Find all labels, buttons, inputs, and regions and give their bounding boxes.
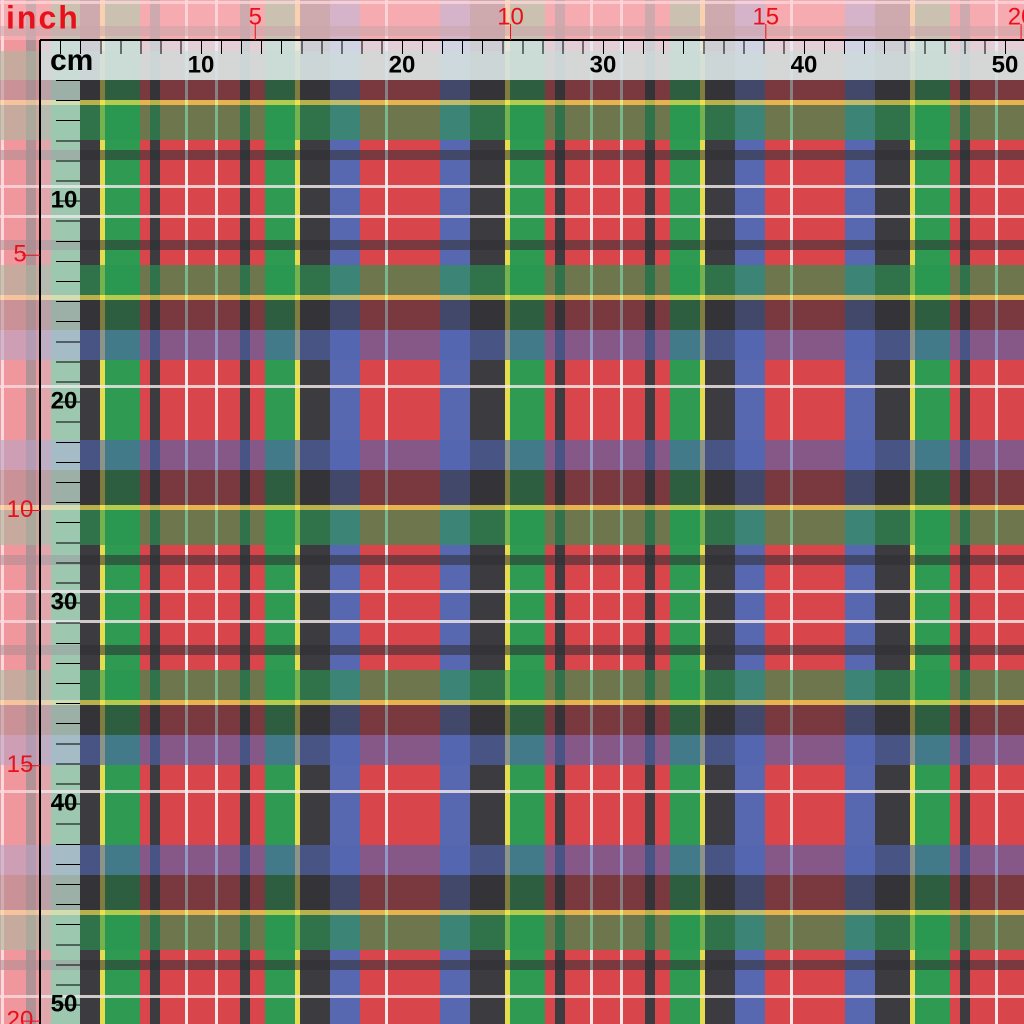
inch-tick-label: 5: [249, 3, 262, 30]
inch-ruler-top: [0, 0, 1024, 40]
cm-tick-label: 50: [992, 51, 1019, 78]
inch-label: inch: [6, 0, 80, 35]
inch-tick-label: 15: [7, 751, 34, 778]
cm-tick-label: 30: [51, 588, 78, 615]
inch-tick-label: 10: [497, 3, 524, 30]
inch-tick-label: 10: [7, 496, 34, 523]
cm-label: cm: [50, 44, 93, 77]
cm-tick-label: 10: [188, 51, 215, 78]
cm-tick-label: 50: [51, 990, 78, 1017]
cm-tick-label: 20: [389, 51, 416, 78]
inch-tick-label: 15: [752, 3, 779, 30]
cm-ruler-left: [40, 80, 80, 1024]
cm-tick-label: 30: [590, 51, 617, 78]
inch-ruler-left: [0, 40, 40, 1024]
inch-tick-label: 20: [1008, 3, 1024, 30]
cm-tick-label: 40: [51, 789, 78, 816]
cm-tick-label: 40: [791, 51, 818, 78]
cm-tick-label: 10: [51, 186, 78, 213]
inch-tick-label: 20: [7, 1006, 34, 1024]
cm-ruler-top: [40, 40, 1024, 80]
cm-tick-label: 20: [51, 387, 78, 414]
inch-tick-label: 5: [13, 241, 26, 268]
